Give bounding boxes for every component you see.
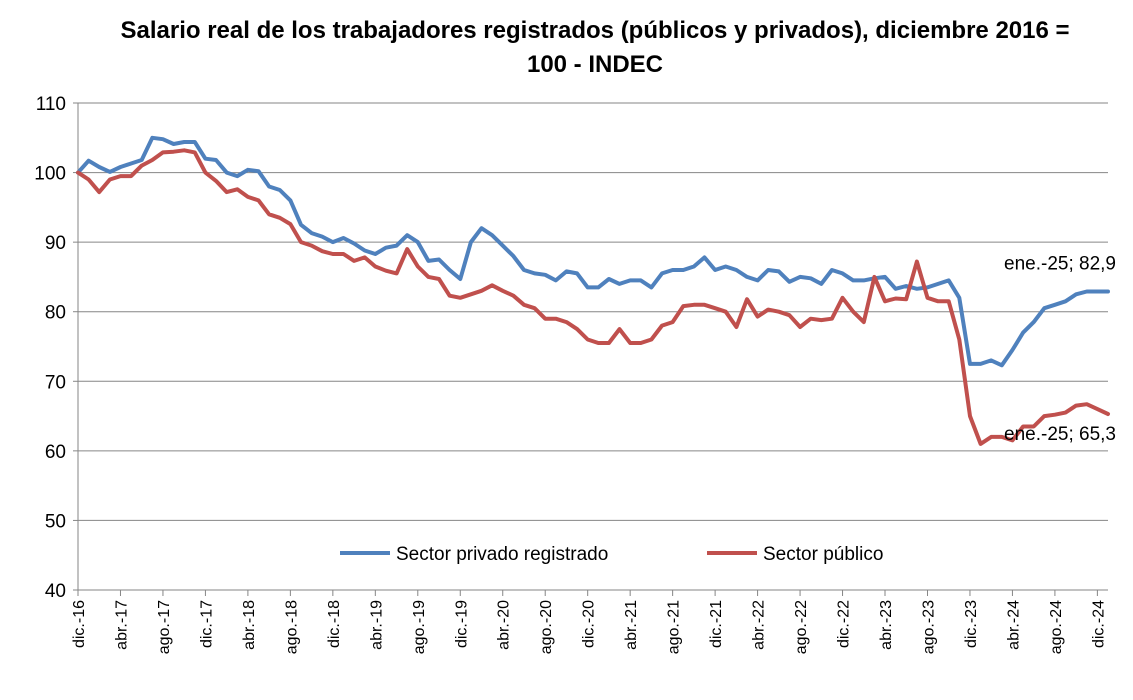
legend-label: Sector privado registrado — [396, 544, 608, 565]
data-label: ene.-25; 82,9 — [1004, 254, 1116, 275]
series-line-privado — [76, 135, 1110, 368]
y-tick-label: 110 — [36, 94, 66, 115]
y-tick-label: 60 — [45, 442, 66, 463]
x-tick-label: abr.-19 — [368, 600, 385, 650]
x-tick-label: ago.-21 — [666, 600, 683, 654]
x-tick-label: ago.-20 — [538, 600, 555, 654]
y-tick-label: 50 — [45, 511, 66, 532]
x-tick-label: ago.-17 — [156, 600, 173, 654]
y-tick-label: 70 — [45, 372, 66, 393]
y-tick-label: 100 — [34, 164, 66, 185]
x-tick-label: dic.-16 — [71, 600, 88, 648]
x-tick-label: ago.-19 — [411, 600, 428, 654]
x-tick-label: abr.-22 — [751, 600, 768, 650]
y-tick-label: 80 — [45, 303, 66, 324]
y-tick-label: 40 — [45, 581, 66, 602]
x-tick-label: dic.-19 — [453, 600, 470, 648]
x-tick-label: dic.-23 — [963, 600, 980, 648]
x-tick-label: ago.-22 — [793, 600, 810, 654]
chart-title-line1: Salario real de los trabajadores registr… — [120, 17, 1070, 44]
x-tick-label: abr.-17 — [113, 600, 130, 650]
x-tick-label: ago.-23 — [920, 600, 937, 654]
x-tick-label: abr.-20 — [496, 600, 513, 650]
x-tick-label: dic.-24 — [1090, 600, 1107, 648]
x-tick-label: dic.-21 — [708, 600, 725, 648]
x-tick-label: ago.-18 — [283, 600, 300, 654]
data-label: ene.-25; 65,3 — [1004, 424, 1116, 445]
x-tick-label: abr.-21 — [623, 600, 640, 650]
series-line-publico — [76, 148, 1110, 446]
x-tick-label: dic.-18 — [326, 600, 343, 648]
x-tick-label: dic.-20 — [581, 600, 598, 648]
chart-title: Salario real de los trabajadores registr… — [0, 14, 1133, 82]
x-tick-label: abr.-23 — [878, 600, 895, 650]
x-tick-label: abr.-24 — [1005, 600, 1022, 650]
y-tick-label: 90 — [45, 233, 66, 254]
x-tick-label: ago.-24 — [1048, 600, 1065, 654]
x-tick-label: dic.-17 — [198, 600, 215, 648]
legend-label: Sector público — [763, 544, 883, 565]
x-tick-label: abr.-18 — [241, 600, 258, 650]
chart-title-line2: 100 - INDEC — [526, 51, 664, 78]
x-tick-label: dic.-22 — [836, 600, 853, 648]
